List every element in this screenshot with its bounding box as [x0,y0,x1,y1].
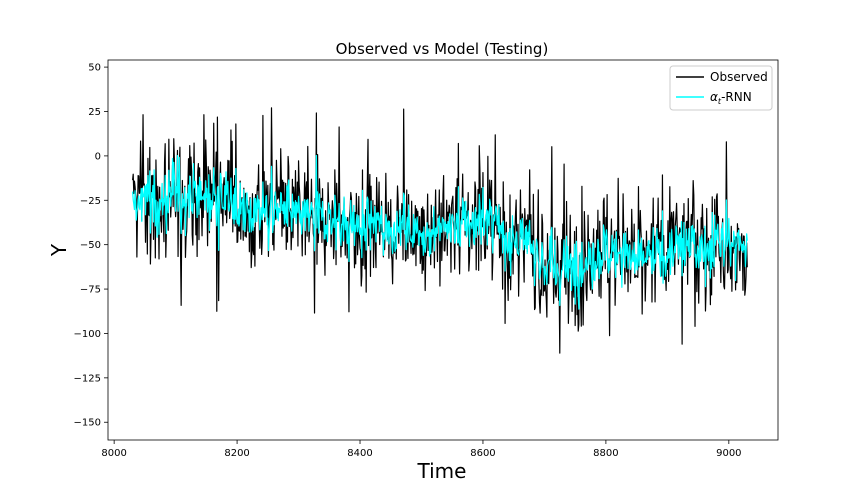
x-tick-label: 8400 [347,448,372,459]
y-tick-label: 0 [95,151,101,162]
y-axis: 50 25 0 −25 −50 −75 −100 −125 −150 [74,63,108,429]
x-tick-label: 8000 [101,448,126,459]
legend-label-model: αt-RNN [710,90,752,106]
y-tick-label: 50 [88,63,101,74]
x-axis-label: Time [417,459,467,483]
y-tick-label: −125 [74,373,101,384]
x-tick-label: 8600 [470,448,495,459]
x-tick-label: 8800 [593,448,618,459]
y-tick-label: −150 [74,418,101,429]
x-axis: 8000 8200 8400 8600 8800 9000 [101,440,742,459]
y-tick-label: −50 [80,240,101,251]
plot-frame [107,59,779,441]
legend: Observed αt-RNN [669,65,773,111]
y-tick-label: 25 [88,107,101,118]
chart-title: Observed vs Model (Testing) [336,40,549,58]
y-axis-label: Y [47,243,71,257]
x-tick-label: 9000 [716,448,741,459]
y-tick-label: −75 [80,285,101,296]
y-tick-label: −100 [74,329,101,340]
y-tick-label: −25 [80,196,101,207]
x-tick-label: 8200 [224,448,249,459]
legend-label-observed: Observed [710,70,768,84]
series-line-model [131,154,748,310]
